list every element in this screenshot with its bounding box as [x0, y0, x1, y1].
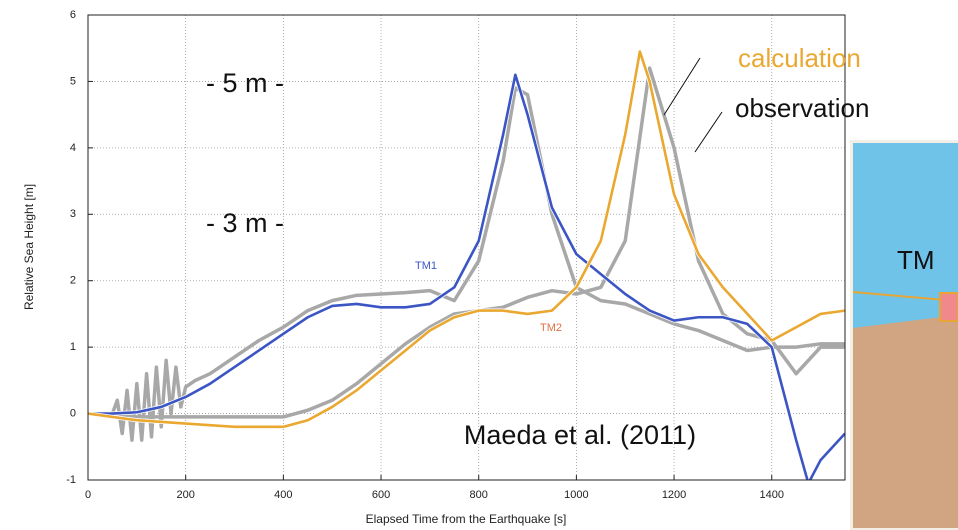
y-tick-label: 6	[70, 9, 76, 21]
annotation: Maeda et al. (2011)	[464, 420, 696, 450]
x-tick-label: 800	[470, 489, 488, 501]
y-tick-label: 4	[70, 142, 76, 154]
annotation: - 3 m -	[206, 208, 284, 238]
line	[88, 73, 845, 480]
y-tick-label: -1	[66, 474, 76, 486]
plot-frame	[87, 14, 846, 481]
inset: TM	[850, 140, 958, 530]
x-tick-label: 1000	[564, 489, 588, 501]
inset-land	[853, 315, 958, 528]
y-tick-label: 5	[70, 75, 76, 87]
series-label: TM1	[415, 260, 437, 272]
pointer	[663, 57, 701, 116]
x-tick-label: 1400	[759, 489, 783, 501]
inset-marker	[939, 292, 958, 322]
x-tick-label: 0	[85, 489, 91, 501]
series-label: TM2	[540, 322, 562, 334]
x-axis-label: Elapsed Time from the Earthquake [s]	[366, 512, 567, 526]
annotation: - 5 m -	[206, 68, 284, 98]
line	[88, 86, 845, 442]
y-tick-label: 1	[70, 341, 76, 353]
annotation: calculation	[738, 43, 861, 73]
x-tick-label: 200	[176, 489, 194, 501]
y-tick-label: 0	[70, 407, 76, 419]
y-tick-label: 3	[70, 208, 76, 220]
y-axis-label: Relative Sea Height [m]	[22, 184, 36, 310]
y-tick-label: 2	[70, 275, 76, 287]
line-outline	[88, 49, 845, 429]
x-tick-label: 1200	[662, 489, 686, 501]
pointer	[694, 111, 723, 153]
line	[88, 66, 845, 419]
annotation: observation	[735, 93, 869, 123]
x-tick-label: 400	[274, 489, 292, 501]
line	[88, 50, 845, 429]
x-tick-label: 600	[372, 489, 390, 501]
inset-label: TM	[897, 245, 935, 275]
